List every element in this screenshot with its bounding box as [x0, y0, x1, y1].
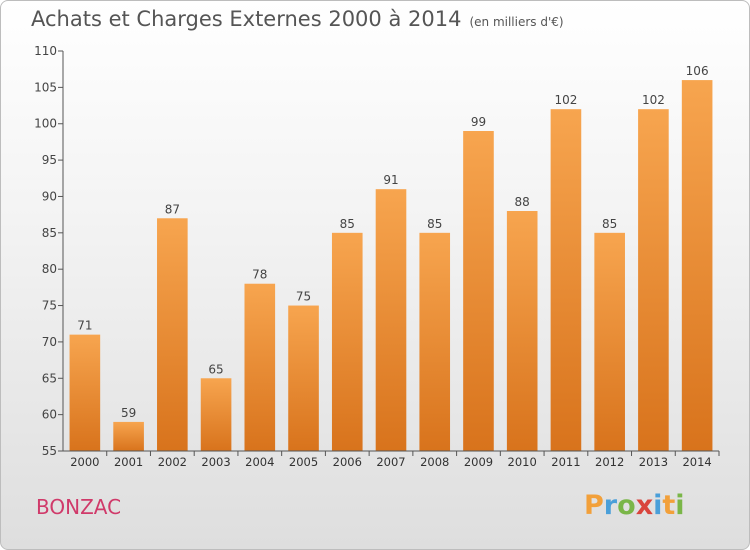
bar-2012: [594, 232, 625, 451]
bar-value-label: 59: [121, 406, 136, 420]
bar-value-label: 87: [165, 202, 180, 216]
logo-letter: P: [584, 490, 604, 521]
x-tick-label: 2013: [639, 455, 668, 469]
bar-value-label: 71: [77, 319, 92, 333]
bars-group: 71 59 87 65 78 75 85 91 85 99 88 102 85 102 106: [69, 64, 713, 451]
y-tick-label: 60: [42, 408, 57, 422]
y-tick-label: 55: [42, 444, 57, 458]
bar-value-label: 88: [515, 195, 530, 209]
bar-value-label: 85: [427, 217, 442, 231]
y-tick-label: 80: [42, 262, 57, 276]
bar-2002: [157, 218, 188, 451]
x-tick-label: 2004: [245, 455, 274, 469]
bar-2006: [331, 232, 363, 451]
bar-2007: [375, 189, 407, 451]
x-tick-label: 2011: [551, 455, 580, 469]
logo-letter: x: [635, 490, 654, 521]
chart-title: Achats et Charges Externes 2000 à 2014 (e…: [31, 7, 564, 31]
bar-2011: [550, 109, 582, 451]
x-tick-label: 2002: [158, 455, 187, 469]
logo-letter: o: [617, 490, 636, 521]
bar-2004: [244, 283, 276, 451]
logo-letter: t: [662, 490, 676, 521]
commune-name: BONZAC: [36, 495, 122, 519]
bar-value-label: 91: [383, 173, 398, 187]
bar-2009: [463, 131, 494, 451]
y-tick-label: 90: [42, 189, 57, 203]
logo-letter: r: [603, 490, 618, 521]
x-tick-label: 2010: [508, 455, 537, 469]
chart-subtitle: (en milliers d'€): [469, 15, 564, 29]
bar-value-label: 106: [686, 64, 709, 78]
x-tick-label: 2001: [114, 455, 143, 469]
x-tick-label: 2008: [420, 455, 449, 469]
y-tick-label: 65: [42, 371, 57, 385]
y-tick-label: 95: [42, 153, 57, 167]
x-tick-label: 2007: [376, 455, 405, 469]
bar-value-label: 99: [471, 115, 486, 129]
bar-2013: [638, 109, 669, 451]
y-tick-label: 70: [42, 335, 57, 349]
bar-2010: [506, 211, 538, 451]
bar-value-label: 65: [208, 362, 223, 376]
bar-2003: [200, 378, 232, 451]
x-tick-label: 2003: [201, 455, 230, 469]
y-axis: 55 60 65 70 75 80 85 90 95 100 105 110: [34, 44, 64, 458]
x-tick-label: 2009: [464, 455, 493, 469]
x-tick-label: 2005: [289, 455, 318, 469]
x-axis: 2000 2001 2002 2003 2004 2005 2006 2007 2008 2009…: [63, 450, 720, 469]
bar-value-label: 85: [340, 217, 355, 231]
y-tick-label: 85: [42, 226, 57, 240]
y-tick-label: 110: [34, 44, 57, 58]
x-tick-label: 2006: [333, 455, 362, 469]
bar-value-label: 102: [554, 93, 577, 107]
bar-value-label: 102: [642, 93, 665, 107]
x-tick-label: 2000: [70, 455, 99, 469]
y-tick-label: 100: [34, 117, 57, 131]
logo-letter: i: [653, 490, 663, 521]
x-tick-label: 2012: [595, 455, 624, 469]
bar-2008: [419, 232, 451, 451]
bar-value-label: 85: [602, 217, 617, 231]
y-tick-label: 105: [34, 80, 57, 94]
y-tick-label: 75: [42, 299, 57, 313]
bar-2000: [69, 334, 101, 451]
bar-value-label: 75: [296, 290, 311, 304]
bar-2001: [113, 421, 144, 451]
bar-value-label: 78: [252, 268, 267, 282]
bar-2014: [681, 80, 713, 451]
logo-letter: i: [675, 490, 685, 521]
proxiti-logo: Proxiti: [584, 490, 685, 521]
bar-2005: [288, 305, 319, 451]
x-tick-label: 2014: [682, 455, 711, 469]
